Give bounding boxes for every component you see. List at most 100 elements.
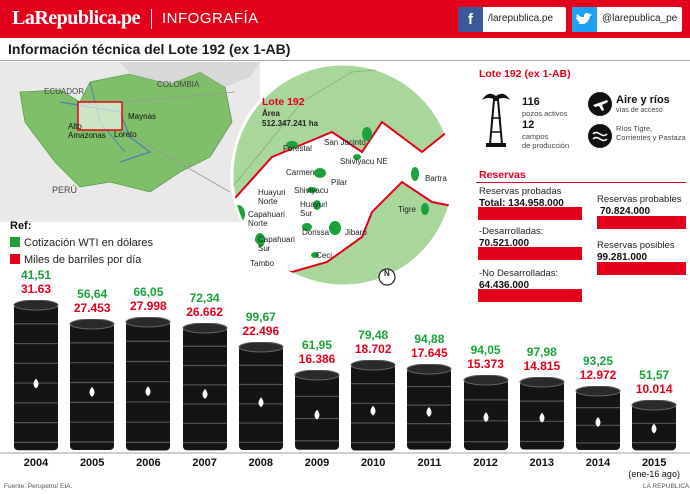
country-label-ecuador: ECUADOR bbox=[44, 87, 85, 96]
barrel-bar bbox=[182, 322, 228, 450]
oil-drop-icon bbox=[145, 385, 151, 396]
barrel-body bbox=[14, 303, 58, 450]
field-spot bbox=[314, 168, 326, 178]
oil-drop-icon bbox=[539, 413, 545, 424]
year-label: 2012 bbox=[473, 457, 498, 469]
posibles-label: Reservas posibles bbox=[597, 240, 675, 251]
zoom-line-2 bbox=[121, 129, 231, 193]
field-spot bbox=[329, 221, 341, 235]
wti-price-label: 66,05 bbox=[133, 284, 164, 299]
field-spot bbox=[353, 154, 361, 160]
field-label: Jibaro bbox=[345, 228, 367, 237]
wti-price-label: 94,88 bbox=[414, 332, 445, 347]
posibles-bar bbox=[597, 262, 686, 275]
field-label: Bartra bbox=[425, 174, 447, 183]
twitter-handle: @larepublica_pe bbox=[602, 13, 678, 24]
legend-wti-label: Cotización WTI en dólares bbox=[24, 237, 153, 249]
brand-logo[interactable]: LaRepublica.pe bbox=[12, 7, 141, 29]
barrel-bar bbox=[13, 299, 59, 450]
wti-price-label: 61,95 bbox=[301, 338, 333, 353]
desarrolladas-value: 70.521.000 bbox=[479, 238, 530, 249]
oil-drop-icon bbox=[314, 409, 320, 420]
barrel-top bbox=[13, 299, 59, 311]
barrel-top bbox=[294, 370, 340, 381]
field-spot bbox=[307, 187, 317, 193]
field-spot bbox=[311, 252, 319, 258]
field-label: Forestal bbox=[283, 144, 312, 153]
place-label-maynas: Maynas bbox=[128, 112, 157, 121]
legend-title: Ref: bbox=[10, 220, 32, 232]
field-label: Dorissa bbox=[302, 228, 330, 237]
barrel-top bbox=[125, 316, 171, 327]
probadas-label: Reservas probadas bbox=[479, 186, 562, 197]
zoom-line bbox=[121, 91, 236, 103]
page-title: Información técnica del Lote 192 (ex 1-A… bbox=[8, 41, 291, 57]
facebook-icon: f bbox=[458, 7, 483, 32]
field-label: Capahuari Sur bbox=[258, 235, 295, 253]
regional-map bbox=[0, 62, 260, 222]
colombia-area bbox=[120, 62, 260, 87]
legend-barrels: Miles de barriles por día bbox=[10, 254, 141, 266]
chart-baseline bbox=[0, 452, 690, 454]
field-label: Carmen bbox=[286, 168, 315, 177]
oil-drop-icon bbox=[33, 378, 39, 389]
barrel-top bbox=[463, 374, 509, 386]
barrel-top bbox=[182, 322, 228, 334]
field-label: San Jacinto bbox=[324, 138, 366, 147]
twitter-icon bbox=[572, 7, 597, 32]
barrel-bar bbox=[125, 316, 171, 450]
barrel-body bbox=[70, 323, 115, 450]
lote-title: Lote 192 bbox=[262, 96, 305, 108]
barrel-body bbox=[126, 320, 171, 450]
year-label: 2005 bbox=[79, 457, 105, 469]
barrel-top bbox=[519, 377, 565, 388]
field-spot bbox=[286, 141, 298, 149]
wti-price-label: 41,51 bbox=[20, 267, 52, 282]
wti-price-label: 56,64 bbox=[77, 287, 108, 302]
oil-drop-icon bbox=[370, 405, 376, 416]
year-label: 2013 bbox=[529, 457, 555, 469]
barrel-bar bbox=[350, 359, 396, 450]
field-spot bbox=[362, 127, 372, 141]
oil-drop-icon bbox=[426, 407, 432, 418]
barrel-top bbox=[238, 341, 284, 353]
field-label: Huayuri Norte bbox=[258, 188, 286, 206]
barrel-bar bbox=[631, 399, 677, 450]
fields-label-1: campos bbox=[522, 132, 549, 141]
probadas-bar bbox=[478, 207, 582, 220]
field-spot bbox=[313, 200, 321, 210]
barrels-label: 15.373 bbox=[467, 356, 504, 371]
barrel-bar bbox=[463, 374, 509, 450]
year-label: 2009 bbox=[304, 457, 330, 469]
probables-bar bbox=[597, 216, 686, 229]
facebook-link[interactable]: f /larepublica.pe bbox=[458, 7, 566, 32]
access-title: Aire y ríos bbox=[616, 94, 670, 106]
oil-drop-icon bbox=[258, 397, 264, 408]
year-label: 2007 bbox=[192, 457, 217, 469]
wti-price-label: 97,98 bbox=[526, 345, 557, 360]
north-label: N bbox=[384, 269, 390, 278]
field-label: Shiviyacu NE bbox=[340, 157, 388, 166]
twitter-link[interactable]: @larepublica_pe bbox=[572, 7, 682, 32]
barrels-label: 31.63 bbox=[20, 281, 52, 296]
barrel-top bbox=[406, 364, 452, 375]
field-spot bbox=[411, 167, 419, 181]
barrels-label: 10.014 bbox=[635, 381, 673, 396]
barrel-bar bbox=[519, 377, 565, 450]
field-label: Huayuri Sur bbox=[300, 200, 328, 218]
barrel-top bbox=[69, 319, 115, 330]
barrels-label: 18.702 bbox=[354, 341, 392, 356]
desarrolladas-label: -Desarrolladas: bbox=[479, 226, 544, 237]
year-note: (ene-16 ago) bbox=[628, 469, 680, 479]
barrels-label: 26.662 bbox=[186, 304, 223, 319]
barrels-label: 27.998 bbox=[130, 298, 167, 313]
legend-swatch-red bbox=[10, 254, 20, 264]
wti-price-label: 93,25 bbox=[582, 354, 614, 368]
year-label: 2015 bbox=[641, 457, 667, 469]
source-note: Fuente: Perupetro/ EIA. bbox=[4, 483, 73, 490]
country-label-colombia: COLOMBIA bbox=[157, 80, 200, 89]
desarrolladas-bar bbox=[478, 247, 582, 260]
wti-price-label: 72,34 bbox=[189, 290, 220, 305]
barrel-bar bbox=[575, 386, 621, 450]
